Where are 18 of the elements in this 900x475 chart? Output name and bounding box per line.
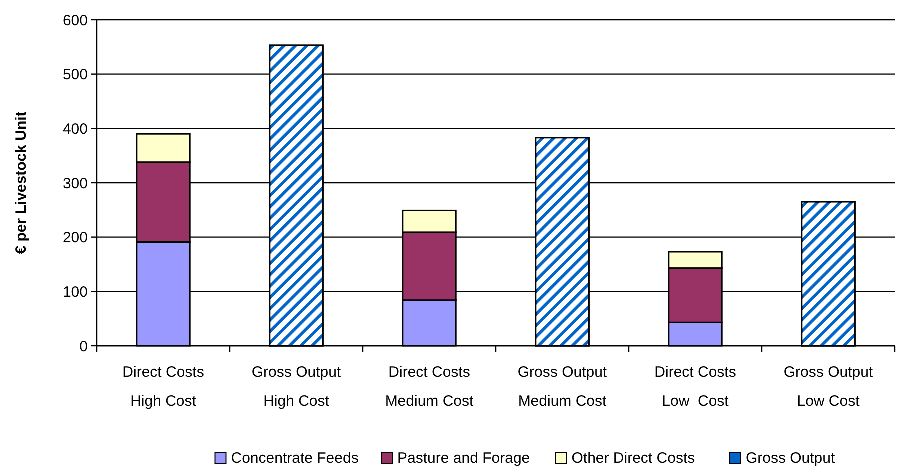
x-tick-label: Gross Output Medium Cost <box>518 364 608 410</box>
y-tick-label: 400 <box>62 120 88 138</box>
y-tick-label: 200 <box>62 230 88 247</box>
y-tick-label: 100 <box>62 284 88 301</box>
y-axis-title: € per Livestock Unit <box>13 112 30 254</box>
y-tick-label: 300 <box>62 175 88 192</box>
x-tick-label: Direct Costs Medium Cost <box>385 364 475 410</box>
x-tick-label: Gross Output Low Cost <box>784 364 874 410</box>
x-tick-label: Gross Output High Cost <box>252 364 342 410</box>
legend-label: Pasture and Forage <box>398 450 530 467</box>
y-tick-label: 0 <box>80 338 88 356</box>
legend-label: Gross Output <box>746 450 836 467</box>
y-tick-label: 600 <box>62 12 88 30</box>
x-tick-label: Direct Costs Low Cost <box>654 364 736 410</box>
legend-label: Other Direct Costs <box>572 450 696 467</box>
x-tick-label: Direct Costs High Cost <box>122 364 204 410</box>
legend-label: Concentrate Feeds <box>231 450 359 467</box>
y-tick-label: 500 <box>62 66 88 84</box>
